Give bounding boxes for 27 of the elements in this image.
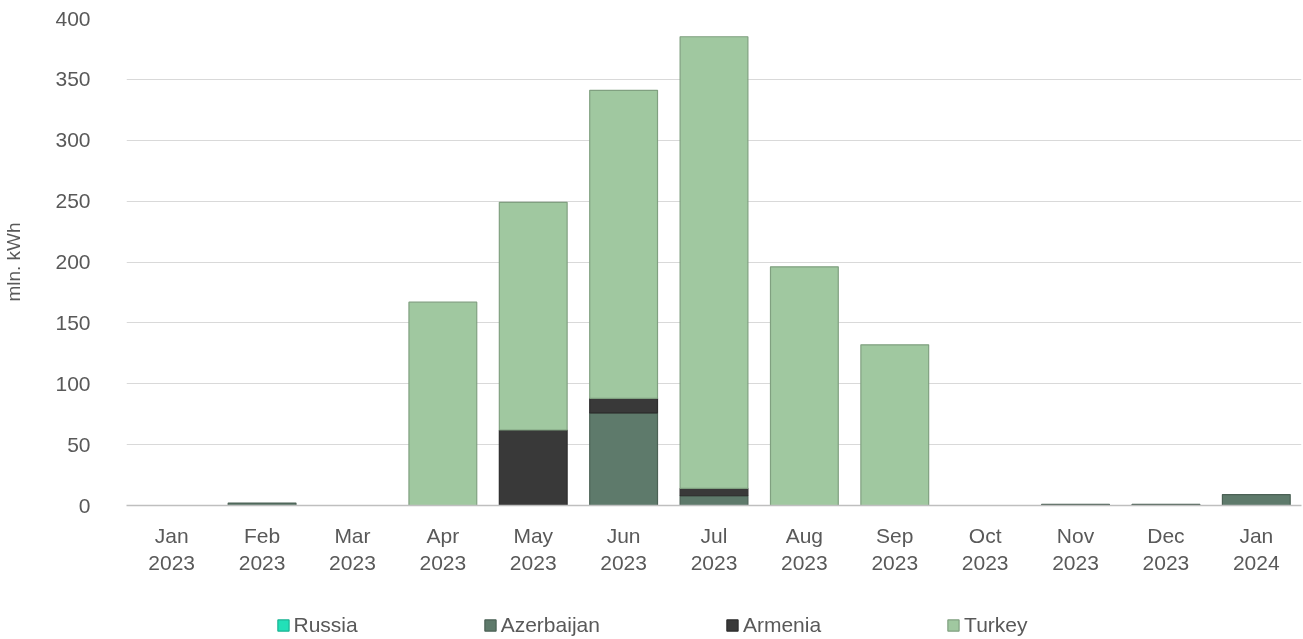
legend-label: Turkey [964, 613, 1028, 637]
y-tick-label: 150 [55, 310, 91, 334]
x-tick-label: Dec 2023 [1142, 523, 1190, 575]
x-tick-label: Feb 2023 [238, 523, 286, 575]
y-tick-label: 400 [55, 6, 91, 30]
x-tick-label: Aug 2023 [781, 523, 828, 575]
y-tick-label: 200 [55, 250, 91, 273]
x-tick-label: Jun 2023 [600, 523, 647, 575]
x-tick-label: Jan 2024 [1232, 523, 1280, 575]
legend-label: Azerbaijan [500, 613, 600, 637]
y-tick-label: 300 [55, 128, 91, 152]
y-axis-title: mln. kWh [3, 222, 25, 302]
x-tick-label: Nov 2023 [1052, 523, 1099, 575]
y-tick-label: 350 [55, 67, 91, 91]
x-tick-label: May 2023 [509, 523, 557, 575]
legend-label: Russia [293, 613, 358, 637]
x-tick-label: Mar 2023 [329, 523, 376, 575]
y-tick-label: 50 [67, 432, 91, 456]
x-tick-label: Apr 2023 [419, 523, 467, 575]
y-tick-label: 100 [55, 371, 91, 395]
y-tick-label: 250 [55, 189, 91, 213]
x-tick-label: Jan 2023 [148, 523, 196, 575]
y-tick-label: 0 [78, 493, 91, 517]
x-tick-label: Oct 2023 [961, 523, 1009, 575]
x-tick-label: Sep 2023 [871, 523, 919, 575]
x-tick-label: Jul 2023 [690, 523, 738, 575]
legend-label: Armenia [742, 613, 822, 637]
